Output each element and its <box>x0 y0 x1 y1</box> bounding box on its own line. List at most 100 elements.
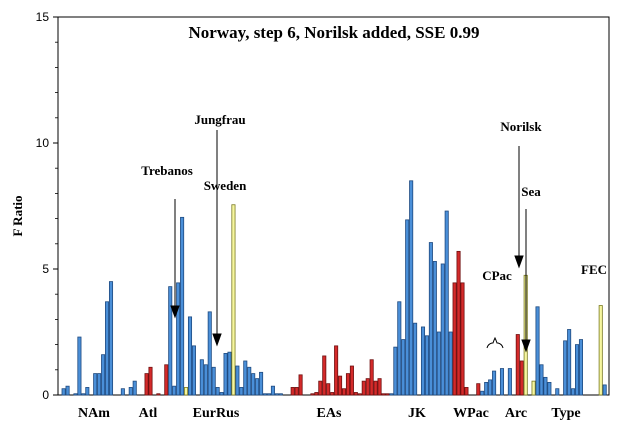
y-axis-ticks: 0 5 10 15 <box>36 10 58 402</box>
bar-blue <box>81 393 86 396</box>
bar-blue <box>405 219 410 396</box>
bar-blue <box>108 281 114 396</box>
bar-blue <box>440 263 445 396</box>
bar-yellow <box>184 387 189 396</box>
bar-yellow <box>531 380 536 396</box>
bar-blue <box>409 180 414 396</box>
sea-arrowhead <box>521 339 531 353</box>
bar-blue <box>266 393 271 396</box>
bar-blue <box>401 339 406 396</box>
trebanos-arrowhead <box>170 305 180 319</box>
bar-blue <box>65 385 70 396</box>
group-label-eas: EAs <box>317 406 342 421</box>
bar-red <box>338 375 343 396</box>
y-tick-label: 15 <box>36 10 50 24</box>
bar-red <box>361 380 366 396</box>
bar-blue <box>132 380 137 396</box>
bar-blue <box>555 388 560 396</box>
bar-yellow <box>231 204 236 396</box>
bar-blue <box>207 311 212 396</box>
bar-blue <box>77 336 82 396</box>
bar-blue <box>235 365 240 396</box>
bar-blue <box>507 368 512 396</box>
group-label-atl: Atl <box>139 406 158 421</box>
bar-blue <box>274 393 279 396</box>
annotation-cpac: CPac <box>482 268 512 283</box>
bar-red <box>381 393 386 396</box>
bar-blue <box>97 373 102 396</box>
bar-blue <box>428 242 433 396</box>
bar-red <box>365 378 370 396</box>
bar-blue <box>413 322 418 396</box>
bar-blue <box>128 387 133 396</box>
bar-red <box>334 345 339 396</box>
group-label-type: Type <box>551 406 580 421</box>
bar-red <box>460 282 465 396</box>
bar-blue <box>539 364 544 396</box>
bar-blue <box>199 359 204 396</box>
bar-blue <box>203 364 208 396</box>
bar-blue <box>567 329 572 396</box>
bars-layer <box>61 180 607 396</box>
bar-red <box>456 250 461 396</box>
annotation-arrows <box>170 130 531 353</box>
plot-frame <box>57 16 610 396</box>
bar-red <box>345 373 350 396</box>
bar-blue <box>247 366 252 396</box>
bar-blue <box>444 210 449 396</box>
bar-blue <box>239 387 244 396</box>
group-label-jk: JK <box>408 406 426 421</box>
annotation-fec: FEC <box>581 262 607 277</box>
bar-red <box>452 282 457 396</box>
group-label-wpac: WPac <box>453 406 489 421</box>
bar-blue <box>180 216 185 396</box>
bar-blue <box>436 331 441 396</box>
bar-blue <box>243 360 248 396</box>
bar-blue <box>543 376 548 396</box>
annotation-trebanos: Trebanos <box>141 163 193 178</box>
bar-blue <box>263 393 268 396</box>
bar-blue <box>432 261 437 396</box>
y-tick-label: 10 <box>36 136 50 150</box>
chart-title: Norway, step 6, Norilsk added, SSE 0.99 <box>189 23 480 42</box>
bar-blue <box>278 393 283 396</box>
bar-blue <box>251 373 256 396</box>
bar-blue <box>448 331 453 396</box>
annotation-norilsk: Norilsk <box>500 119 542 134</box>
bar-red <box>144 373 149 396</box>
y-tick-label: 0 <box>42 388 49 402</box>
bar-blue <box>191 345 196 396</box>
bar-blue <box>73 393 78 396</box>
bar-blue <box>420 326 426 396</box>
bar-blue <box>492 370 497 396</box>
bar-blue <box>397 301 402 396</box>
bar-red <box>326 383 331 396</box>
bar-blue <box>389 393 394 396</box>
bar-red <box>310 393 315 396</box>
bar-red <box>357 393 362 396</box>
bar-blue <box>424 335 429 396</box>
annotation-sea: Sea <box>521 184 541 199</box>
bar-blue <box>563 340 568 396</box>
bar-blue <box>93 373 98 396</box>
bar-red <box>341 388 347 396</box>
bar-red <box>314 392 319 396</box>
bar-blue <box>602 384 607 396</box>
annotation-sweden: Sweden <box>204 178 247 193</box>
bar-blue <box>187 316 193 396</box>
bar-red <box>290 387 295 396</box>
jungfrau-arrowhead <box>212 333 222 347</box>
bar-red <box>298 374 303 396</box>
annotation-jungfrau: Jungfrau <box>194 112 245 127</box>
group-label-nam: NAm <box>78 406 110 421</box>
bar-red <box>464 387 469 396</box>
bar-red <box>519 360 524 396</box>
bar-blue <box>547 381 552 396</box>
y-tick-label: 5 <box>42 262 49 276</box>
bar-blue <box>211 366 216 396</box>
bar-red <box>476 383 481 396</box>
group-label-eurrus: EurRus <box>193 406 240 421</box>
bar-blue <box>270 385 275 396</box>
norilsk-arrowhead <box>514 255 524 269</box>
